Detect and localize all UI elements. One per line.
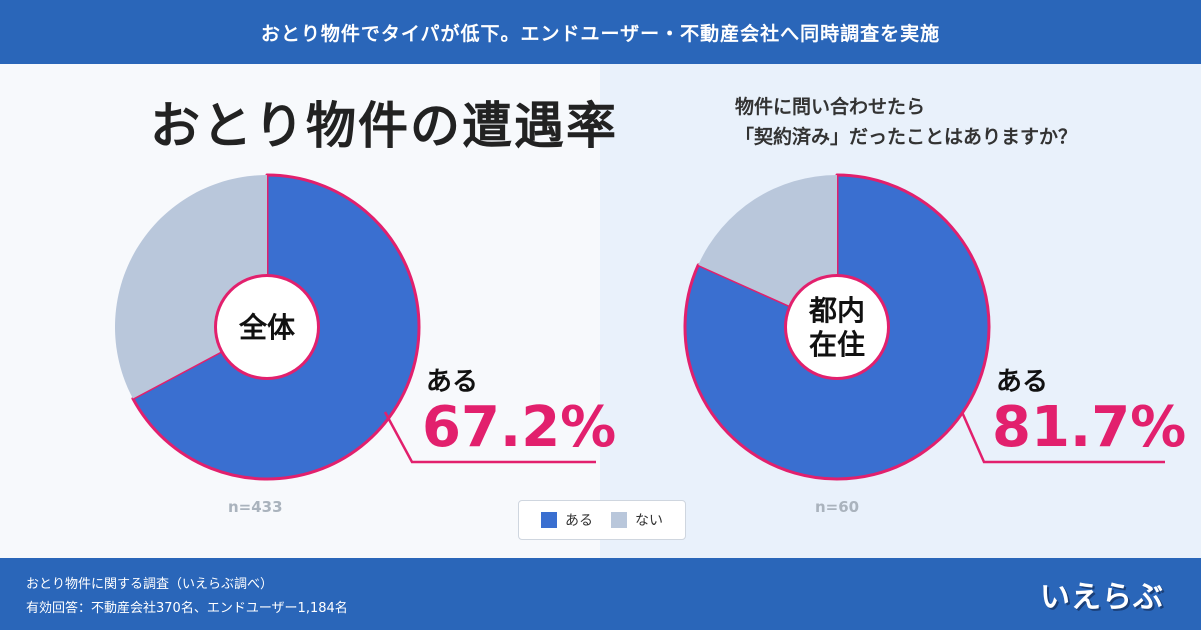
legend-swatch-no <box>611 512 627 528</box>
legend-label-no: ない <box>635 513 663 529</box>
question-line-2: 「契約済み」だったことはありますか？ <box>735 126 1078 148</box>
legend-item-no: ない <box>611 510 663 530</box>
chart-1-slice-yes <box>683 173 991 481</box>
legend-item-yes: ある <box>541 510 593 530</box>
question-text: 物件に問い合わせたら 「契約済み」だったことはありますか？ <box>735 92 1077 152</box>
chart-1-callout-value: 81.7% <box>992 395 1186 460</box>
legend-label-yes: ある <box>565 513 593 529</box>
header-title: おとり物件でタイパが低下。エンドユーザー・不動産会社へ同時調査を実施 <box>260 22 941 45</box>
main-title: おとり物件の遭遇率 <box>150 97 618 155</box>
brand-logo: いえらぶ <box>1040 580 1164 615</box>
chart-legend: ある ない <box>518 500 686 540</box>
chart-0-callout-value: 67.2% <box>422 395 616 460</box>
chart-0-callout-line <box>383 411 596 464</box>
chart-1-hole <box>787 277 887 377</box>
source-line-1: おとり物件に関する調査（いえらぶ調べ） <box>26 577 274 592</box>
chart-0-hole <box>217 277 317 377</box>
chart-1-callout-label: ある <box>996 367 1048 397</box>
chart-1-center-label-0: 都内 <box>808 294 865 327</box>
chart-1-callout-line <box>960 411 1165 464</box>
header-bar: おとり物件でタイパが低下。エンドユーザー・不動産会社へ同時調査を実施 <box>0 0 1201 64</box>
chart-0-callout-label: ある <box>426 367 478 397</box>
sample-size-right: n=60 <box>815 498 860 516</box>
chart-0-center-label-0: 全体 <box>238 311 296 344</box>
sample-size-left: n=433 <box>228 498 283 516</box>
chart-1-center-label-1: 在住 <box>809 328 865 361</box>
question-line-1: 物件に問い合わせたら <box>735 96 926 118</box>
source-line-2: 有効回答：不動産会社370名、エンドユーザー1,184名 <box>26 601 348 616</box>
footer-bar: おとり物件に関する調査（いえらぶ調べ） 有効回答：不動産会社370名、エンドユー… <box>0 558 1201 630</box>
legend-swatch-yes <box>541 512 557 528</box>
